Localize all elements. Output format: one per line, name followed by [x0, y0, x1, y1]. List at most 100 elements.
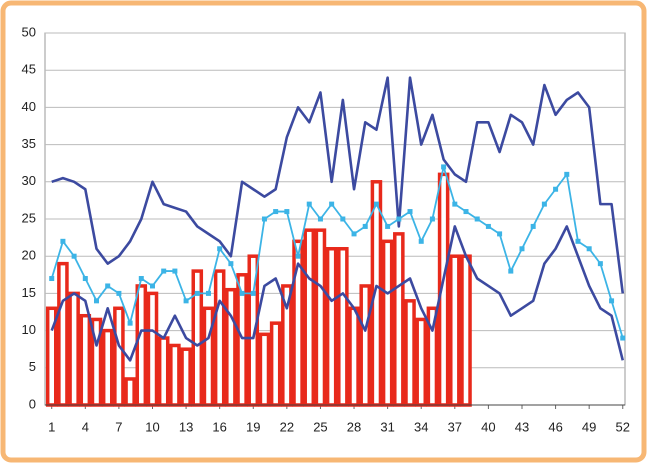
marker [82, 276, 88, 282]
y-tick-label: 15 [22, 285, 36, 300]
marker [149, 283, 155, 289]
marker [609, 298, 615, 304]
marker [597, 261, 603, 267]
bar [169, 343, 181, 407]
marker [60, 238, 66, 244]
bar [337, 247, 349, 407]
marker [194, 290, 200, 296]
y-tick-label: 5 [29, 359, 36, 374]
marker [553, 186, 559, 192]
bar [325, 247, 338, 407]
bar [348, 306, 360, 407]
bar [381, 239, 394, 407]
marker [418, 238, 424, 244]
x-tick-label: 43 [515, 419, 529, 434]
marker [183, 298, 189, 304]
marker [105, 283, 111, 289]
marker [564, 171, 570, 177]
x-tick-label: 7 [115, 419, 122, 434]
x-tick-label: 4 [82, 419, 89, 434]
marker [530, 223, 536, 229]
marker [575, 238, 581, 244]
x-tick-label: 28 [347, 419, 361, 434]
marker [340, 216, 346, 222]
bar [180, 347, 192, 407]
marker [250, 290, 256, 296]
marker [396, 216, 402, 222]
marker [373, 201, 379, 207]
marker [329, 201, 335, 207]
bar [258, 332, 271, 407]
marker [429, 216, 435, 222]
bar [135, 284, 148, 407]
bar [460, 254, 472, 407]
marker [161, 268, 167, 274]
bar [314, 228, 327, 407]
bar [303, 228, 316, 407]
marker [362, 223, 368, 229]
marker [463, 209, 469, 215]
y-tick-label: 0 [29, 396, 36, 411]
y-tick-label: 50 [22, 24, 36, 39]
marker [71, 253, 77, 259]
x-tick-label: 22 [280, 419, 294, 434]
marker [620, 335, 626, 341]
marker [441, 164, 447, 170]
marker [49, 276, 55, 282]
x-tick-label: 34 [414, 419, 428, 434]
marker [116, 290, 122, 296]
bar [393, 232, 405, 407]
marker [485, 223, 491, 229]
y-tick-label: 25 [22, 210, 36, 225]
bar [415, 317, 427, 407]
x-tick-label: 13 [179, 419, 193, 434]
y-tick-label: 45 [22, 62, 36, 77]
marker [205, 290, 211, 296]
marker [239, 290, 245, 296]
bar [404, 299, 416, 407]
x-tick-label: 37 [448, 419, 462, 434]
x-tick-label: 10 [145, 419, 159, 434]
marker [508, 268, 514, 274]
marker [127, 320, 133, 326]
line [50, 225, 625, 362]
bar [146, 291, 159, 407]
x-tick-label: 40 [481, 419, 495, 434]
marker [284, 209, 290, 215]
x-tick-label: 49 [582, 419, 596, 434]
line [50, 166, 624, 339]
marker [407, 209, 413, 215]
y-tick-label: 35 [22, 136, 36, 151]
x-tick-label: 46 [548, 419, 562, 434]
y-tick-label: 20 [22, 248, 36, 263]
x-tick-label: 1 [48, 419, 55, 434]
marker [586, 246, 592, 252]
marker [306, 201, 312, 207]
marker [295, 253, 301, 259]
line [51, 76, 625, 294]
marker [228, 261, 234, 267]
marker [474, 216, 480, 222]
bar [113, 306, 125, 407]
x-tick-label: 25 [313, 419, 327, 434]
bar [202, 306, 215, 407]
marker [497, 231, 503, 237]
bar [213, 269, 226, 407]
marker [172, 268, 178, 274]
marker [261, 216, 267, 222]
x-tick-label: 52 [616, 419, 630, 434]
bar [157, 336, 170, 407]
marker [138, 276, 144, 282]
x-tick-label: 31 [380, 419, 394, 434]
bar [68, 291, 80, 407]
x-tick-label: 16 [212, 419, 226, 434]
marker [519, 246, 525, 252]
bar [124, 377, 136, 407]
bar [449, 254, 461, 407]
y-tick-label: 10 [22, 322, 36, 337]
marker [217, 246, 223, 252]
bar [57, 261, 69, 407]
marker [351, 231, 357, 237]
y-tick-label: 30 [22, 173, 36, 188]
